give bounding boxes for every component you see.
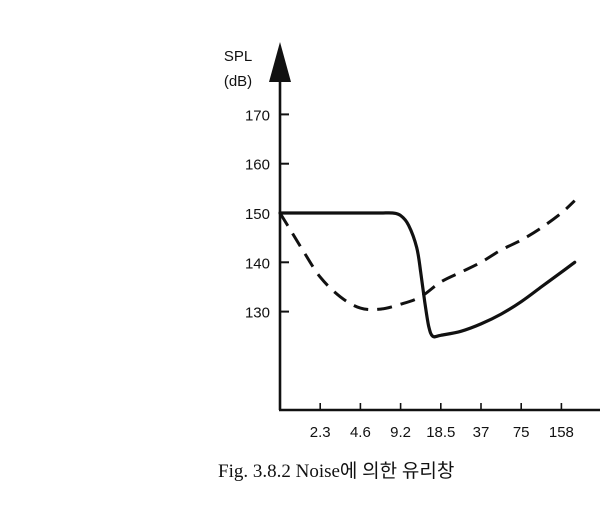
- y-axis-arrow-icon: [269, 42, 291, 82]
- dashed-series-line: [278, 199, 576, 312]
- x-tick-label: 75: [513, 424, 530, 441]
- figure-caption: Fig. 3.8.2 Noise에 의한 유리창: [218, 460, 454, 482]
- x-tick-label: 158: [549, 424, 574, 441]
- x-tick-label: 37: [473, 424, 490, 441]
- solid-series-line: [278, 211, 577, 339]
- y-tick-label: 130: [245, 305, 270, 322]
- x-tick-label: 9.2: [390, 424, 411, 441]
- y-tick-label: 150: [245, 206, 270, 223]
- x-tick-label: 18.5: [426, 424, 455, 441]
- x-ticks: 2.3 4.6 9.2 18.5 37 75 158: [310, 403, 574, 441]
- y-axis-label: SPL: [224, 48, 252, 65]
- y-tick-label: 170: [245, 107, 270, 124]
- series: [278, 199, 577, 339]
- y-tick-label: 160: [245, 157, 270, 174]
- y-axis-unit: (dB): [224, 73, 252, 90]
- y-ticks: 130 140 150 160 170: [245, 107, 289, 322]
- x-tick-label: 2.3: [310, 424, 331, 441]
- y-tick-label: 140: [245, 255, 270, 272]
- x-tick-label: 4.6: [350, 424, 371, 441]
